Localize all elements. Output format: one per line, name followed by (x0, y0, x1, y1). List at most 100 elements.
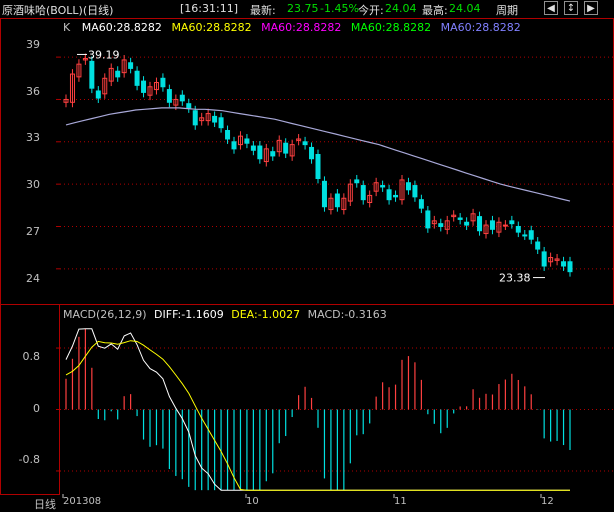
ma-item-3: MA60:28.8282 (261, 21, 342, 34)
candle-body (399, 179, 405, 201)
y-label-33: 33 (26, 131, 40, 144)
k-label: K (63, 21, 71, 34)
ma-item-1: MA60:28.8282 (81, 21, 162, 34)
high-value: 24.04 (449, 2, 481, 15)
candle-body (225, 130, 231, 140)
candle-body (451, 214, 457, 218)
candle-body (231, 141, 237, 150)
date-tick-3: 11 (394, 496, 407, 507)
next-icon[interactable]: ▶ (584, 1, 598, 15)
candle-body (302, 141, 308, 146)
candle-body (535, 241, 541, 250)
candle-body (218, 117, 224, 129)
dea-line (65, 340, 570, 491)
open-value: 24.04 (385, 2, 417, 15)
candle-body (128, 62, 134, 69)
candle-body (153, 82, 159, 91)
candle-body (257, 145, 263, 160)
candle-body (386, 189, 392, 201)
candle-body (489, 220, 495, 230)
candle-body (63, 98, 69, 103)
candle-body (567, 261, 573, 273)
candle-body (296, 138, 302, 141)
candle-body (373, 182, 379, 192)
candle-body (115, 70, 121, 78)
candle-body (509, 220, 515, 225)
macd-left-frame (0, 304, 60, 495)
latest-label: 最新: (250, 4, 276, 17)
candle-body (160, 77, 166, 88)
candle-body (515, 225, 521, 233)
macd-y-label-zero: 0 (33, 402, 40, 415)
candle-body (276, 139, 282, 153)
macd-y-label-neg: -0.8 (18, 453, 40, 466)
candle-body (477, 216, 483, 232)
candle-body (289, 144, 295, 157)
candle-body (444, 220, 450, 230)
candle-body (431, 220, 437, 225)
candle-body (548, 257, 554, 263)
candle-body (367, 194, 373, 203)
candle-body (166, 89, 172, 103)
macd-diff: DIFF:-1.1609 (154, 308, 224, 321)
candle-body (89, 60, 95, 89)
candle-body (199, 117, 205, 122)
candle-body (147, 86, 153, 96)
ma-item-2: MA60:28.8282 (171, 21, 252, 34)
candle-body (464, 221, 470, 226)
candle-body (270, 151, 276, 157)
y-label-39: 39 (26, 38, 40, 51)
candle-body (108, 67, 114, 82)
candle-body (347, 183, 353, 202)
candle-body (283, 142, 289, 154)
candle-body (250, 145, 256, 151)
candle-body (554, 258, 560, 261)
open-label: 今开: (358, 4, 384, 17)
candle-body (212, 115, 218, 123)
candle-body (393, 194, 399, 198)
candle-body (341, 197, 347, 211)
candle-body (192, 110, 198, 126)
period-footer[interactable]: 日线 (34, 498, 56, 511)
candle-body (237, 135, 243, 146)
macd-value: MACD:-0.3163 (307, 308, 387, 321)
zoom-icon[interactable]: ↕ (564, 1, 578, 15)
candle-body (309, 146, 315, 160)
candle-body (483, 224, 489, 235)
candle-body (263, 148, 269, 163)
candle-body (522, 234, 528, 237)
candle-body (438, 223, 444, 227)
y-label-30: 30 (26, 178, 40, 191)
y-label-24: 24 (26, 272, 40, 285)
date-tick-4: 12 (541, 496, 554, 507)
ma-item-5: MA60:28.8282 (440, 21, 521, 34)
prev-icon[interactable]: ◀ (544, 1, 558, 15)
candle-body (102, 77, 108, 95)
candle-body (328, 197, 334, 211)
y-label-27: 27 (26, 225, 40, 238)
candle-body (82, 58, 88, 61)
candle-body (186, 103, 192, 109)
candle-body (360, 185, 366, 201)
candle-body (528, 230, 534, 240)
candle-body (315, 154, 321, 179)
macd-y-label-pos: 0.8 (22, 350, 41, 363)
change-value: -1.45% (320, 2, 359, 15)
high-label: 最高: (422, 4, 448, 17)
date-tick-1: 201308 (63, 496, 102, 507)
candle-body (179, 94, 185, 102)
title-bar: 原酒味哈(BOLL)(日线) [16:31:11] 最新: 23.75 -1.4… (0, 0, 614, 19)
candle-body (354, 179, 360, 184)
ma-item-4: MA60:28.8282 (350, 21, 432, 34)
candle-body (425, 210, 431, 229)
high-marker-label: 39.19 (88, 48, 120, 61)
stock-title: 原酒味哈(BOLL)(日线) (2, 4, 114, 17)
candle-body (405, 182, 411, 191)
macd-title: MACD(26,12,9) (63, 308, 147, 321)
period-label[interactable]: 周期 (496, 4, 518, 17)
y-label-36: 36 (26, 85, 40, 98)
candle-body (502, 224, 508, 227)
macd-dea: DEA:-1.0027 (231, 308, 301, 321)
candle-body (121, 59, 127, 74)
